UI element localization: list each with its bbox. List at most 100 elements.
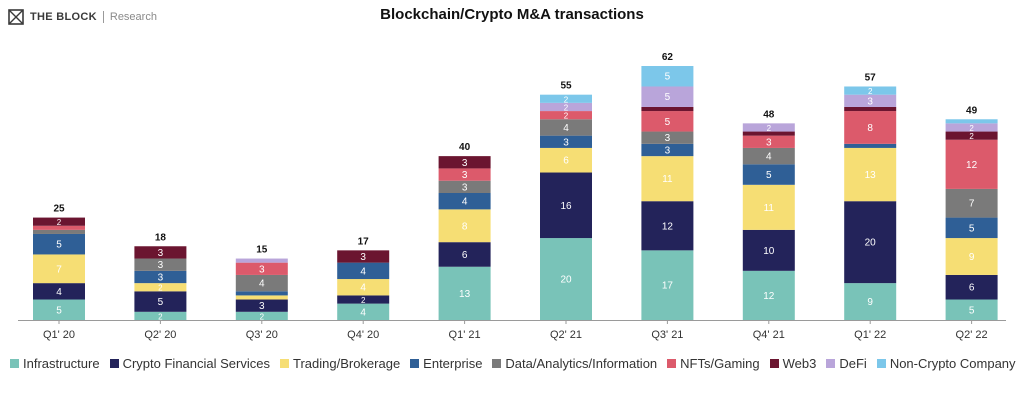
bar-segment (134, 283, 187, 292)
bar-segment (235, 291, 288, 296)
bar-total-label: 17 (358, 236, 370, 247)
legend-label: NFTs/Gaming (680, 356, 760, 371)
legend-item: Infrastructure (10, 356, 100, 371)
legend-swatch (109, 359, 119, 368)
bar-segment (742, 123, 795, 132)
bar-segment (134, 270, 187, 284)
segment-value-label: 4 (259, 279, 265, 290)
bar-segment (337, 279, 390, 296)
legend-swatch (667, 359, 677, 368)
segment-value-label: 5 (665, 117, 671, 128)
x-tick-label: Q1' 21 (449, 329, 481, 341)
segment-value-label: 3 (360, 252, 366, 263)
segment-value-label: 2 (767, 124, 772, 133)
bar-segment (33, 233, 85, 255)
segment-value-label: 5 (56, 240, 62, 251)
bar-total-label: 15 (256, 245, 268, 256)
segment-value-label: 2 (57, 218, 62, 227)
bar-segment (134, 258, 187, 271)
x-tick-label: Q2' 21 (550, 329, 582, 341)
bar-segment (641, 66, 694, 87)
segment-value-label: 20 (865, 238, 877, 249)
segment-value-label: 4 (360, 283, 366, 294)
segment-value-label: 3 (158, 248, 164, 259)
segment-value-label: 5 (969, 305, 975, 316)
legend-swatch (10, 359, 19, 368)
segment-value-label: 20 (560, 275, 572, 286)
brand-divider (102, 11, 104, 23)
bar-segment (33, 229, 85, 234)
legend-swatch (492, 359, 502, 368)
segment-value-label: 5 (56, 305, 62, 316)
x-tick-label: Q1' 22 (854, 329, 886, 341)
bar-segment (540, 102, 592, 112)
segment-value-label: 16 (560, 201, 572, 212)
segment-value-label: 9 (867, 297, 873, 308)
bar-total-label: 48 (763, 109, 775, 120)
segment-value-label: 12 (763, 291, 775, 302)
bar-segment (945, 299, 998, 320)
bar-total-label: 40 (459, 142, 471, 153)
legend-label: DeFi (839, 356, 867, 371)
legend-item: Trading/Brokerage (279, 356, 400, 371)
bar-total-label: 18 (155, 232, 167, 243)
segment-value-label: 11 (662, 174, 673, 185)
segment-value-label: 10 (763, 246, 775, 257)
segment-value-label: 4 (360, 266, 366, 277)
bar-segment (945, 119, 998, 124)
legend-item: Enterprise (410, 356, 482, 371)
segment-value-label: 3 (259, 301, 265, 312)
legend-item: Non-Crypto Company (876, 356, 1016, 371)
segment-value-label: 2 (564, 112, 569, 121)
bar-segment (945, 188, 998, 218)
segment-value-label: 3 (158, 260, 164, 271)
bar-segment (540, 94, 592, 103)
bar-segment (235, 274, 288, 292)
segment-value-label: 6 (462, 250, 468, 261)
bar-segment (337, 295, 390, 304)
bar-total-label: 62 (662, 52, 674, 63)
legend-swatch (876, 359, 886, 368)
bar-segment (438, 209, 491, 243)
segment-value-label: 3 (462, 170, 468, 181)
segment-value-label: 3 (259, 264, 265, 275)
segment-value-label: 3 (867, 96, 873, 107)
bar-segment (641, 111, 694, 132)
bar-segment (235, 295, 288, 300)
bar-segment (641, 156, 694, 202)
segment-value-label: 5 (969, 223, 975, 234)
segment-value-label: 13 (865, 170, 877, 181)
bar-segment (641, 250, 694, 320)
bar-segment (742, 184, 795, 230)
segment-value-label: 3 (665, 133, 671, 144)
bar-segment (742, 270, 795, 320)
bar-segment (844, 143, 897, 148)
legend-swatch (769, 359, 779, 368)
segment-value-label: 5 (665, 92, 671, 103)
bar-total-label: 49 (966, 105, 978, 116)
bar-segment (742, 135, 795, 148)
bar-segment (235, 262, 288, 275)
bar-segment (742, 229, 795, 271)
segment-value-label: 7 (56, 264, 62, 275)
segment-value-label: 2 (969, 132, 974, 141)
x-tick-label: Q1' 20 (43, 329, 75, 341)
segment-value-label: 6 (563, 156, 569, 167)
x-tick-label: Q2' 22 (956, 329, 988, 341)
segment-value-label: 2 (158, 312, 163, 321)
x-tick-label: Q3' 21 (651, 329, 683, 341)
bar-segment (337, 303, 390, 320)
bar-segment (134, 291, 187, 312)
bar-segment (33, 225, 85, 230)
bar-segment (235, 299, 288, 312)
segment-value-label: 3 (665, 145, 671, 156)
bar-segment (742, 131, 795, 136)
segment-value-label: 4 (360, 307, 366, 318)
segment-value-label: 2 (868, 87, 873, 96)
segment-value-label: 12 (662, 221, 674, 232)
bar-segment (235, 258, 288, 263)
brand-name: THE BLOCK (30, 11, 97, 23)
segment-value-label: 17 (662, 281, 674, 292)
bar-segment (33, 299, 85, 320)
bar-segment (540, 135, 592, 148)
